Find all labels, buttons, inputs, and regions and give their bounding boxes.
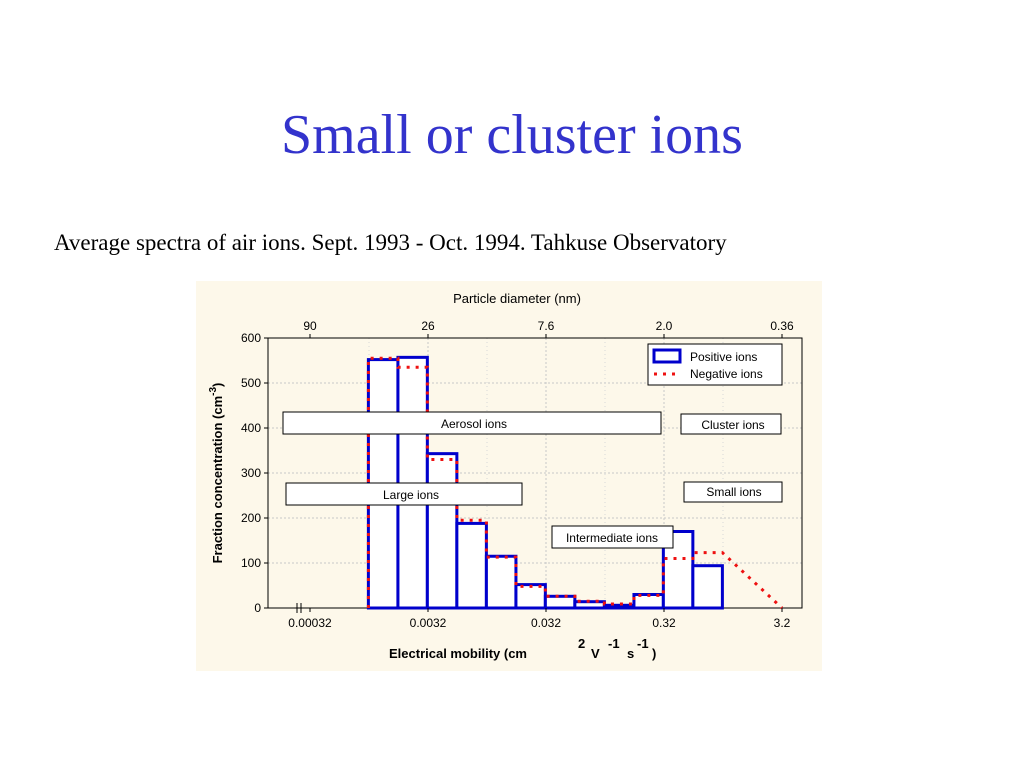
intermediate-ions-label: Intermediate ions xyxy=(566,531,658,545)
legend: Positive ions Negative ions xyxy=(647,343,783,386)
y-axis-label-close: ) xyxy=(210,383,225,387)
positive-bar xyxy=(425,452,459,610)
x-axis-label-unit-4: -1 xyxy=(637,636,649,651)
chart-background xyxy=(196,281,822,671)
intermediate-ions-box xyxy=(551,525,674,549)
x-tick-label: 0.32 xyxy=(652,616,676,630)
y-axis-label: Fraction concentration (cm-3) xyxy=(208,383,225,564)
small-ions-box xyxy=(683,481,783,503)
y-axis-label-text: Fraction concentration (cm xyxy=(210,396,225,564)
legend-label-positive: Positive ions xyxy=(690,350,757,364)
positive-bar xyxy=(514,583,547,610)
top-tick-label: 7.6 xyxy=(538,319,555,333)
y-axis-label-exponent: -3 xyxy=(208,387,219,396)
y-tick-label: 300 xyxy=(241,466,261,480)
x-axis-label-unit-3: s xyxy=(627,646,634,661)
x-tick-label: 0.0032 xyxy=(410,616,447,630)
cluster-ions-label: Cluster ions xyxy=(701,418,764,432)
annotation-boxes: Aerosol ions Cluster ions Large ions Sma… xyxy=(282,411,783,549)
positive-bar xyxy=(455,521,488,610)
x-tick-label: 0.032 xyxy=(531,616,561,630)
x-axis-label-unit-2: -1 xyxy=(608,636,620,651)
x-axis-label-text: Electrical mobility (cm xyxy=(389,646,527,661)
x-axis-label: Electrical mobility (cm 2 V -1 s -1 ) xyxy=(389,636,656,661)
y-tick-label: 200 xyxy=(241,511,261,525)
x-tick-label: 3.2 xyxy=(774,616,791,630)
ion-spectrum-chart: 600 500 400 300 200 100 0 0.00032 90 0.0032 26 0.03… xyxy=(196,281,822,671)
aerosol-ions-label: Aerosol ions xyxy=(441,417,507,431)
y-tick-label: 100 xyxy=(241,556,261,570)
y-tick-label: 600 xyxy=(241,331,261,345)
top-tick-label: 90 xyxy=(303,319,317,333)
top-tick-label: 0.36 xyxy=(770,319,794,333)
x-axis-label-unit-0: 2 xyxy=(578,636,585,651)
x-axis-label-unit-1: V xyxy=(591,646,600,661)
large-ions-label: Large ions xyxy=(383,488,439,502)
positive-bar xyxy=(602,603,636,610)
x-tick-label: 0.00032 xyxy=(288,616,332,630)
top-tick-label: 2.0 xyxy=(656,319,673,333)
negative-ions-line xyxy=(366,356,784,610)
top-axis-label: Particle diameter (nm) xyxy=(453,291,581,306)
slide-title: Small or cluster ions xyxy=(281,104,743,166)
slide-subtitle: Average spectra of air ions. Sept. 1993 … xyxy=(54,230,727,255)
legend-swatch-positive xyxy=(652,348,682,364)
cluster-ions-box xyxy=(680,413,782,435)
axes: 600 500 400 300 200 100 0 0.00032 90 0.0032 26 0.03… xyxy=(241,319,794,630)
large-ions-box xyxy=(285,482,523,506)
top-tick-label: 26 xyxy=(421,319,435,333)
positive-bar xyxy=(691,564,724,610)
small-ions-label: Small ions xyxy=(706,485,761,499)
y-tick-label: 0 xyxy=(254,601,261,615)
positive-bar xyxy=(484,554,518,610)
y-tick-label: 500 xyxy=(241,376,261,390)
x-axis-label-unit-5: ) xyxy=(652,646,656,661)
legend-label-negative: Negative ions xyxy=(690,367,763,381)
negative-step-line xyxy=(366,356,784,610)
positive-bar xyxy=(543,594,577,610)
aerosol-ions-box xyxy=(282,411,662,435)
y-tick-label: 400 xyxy=(241,421,261,435)
